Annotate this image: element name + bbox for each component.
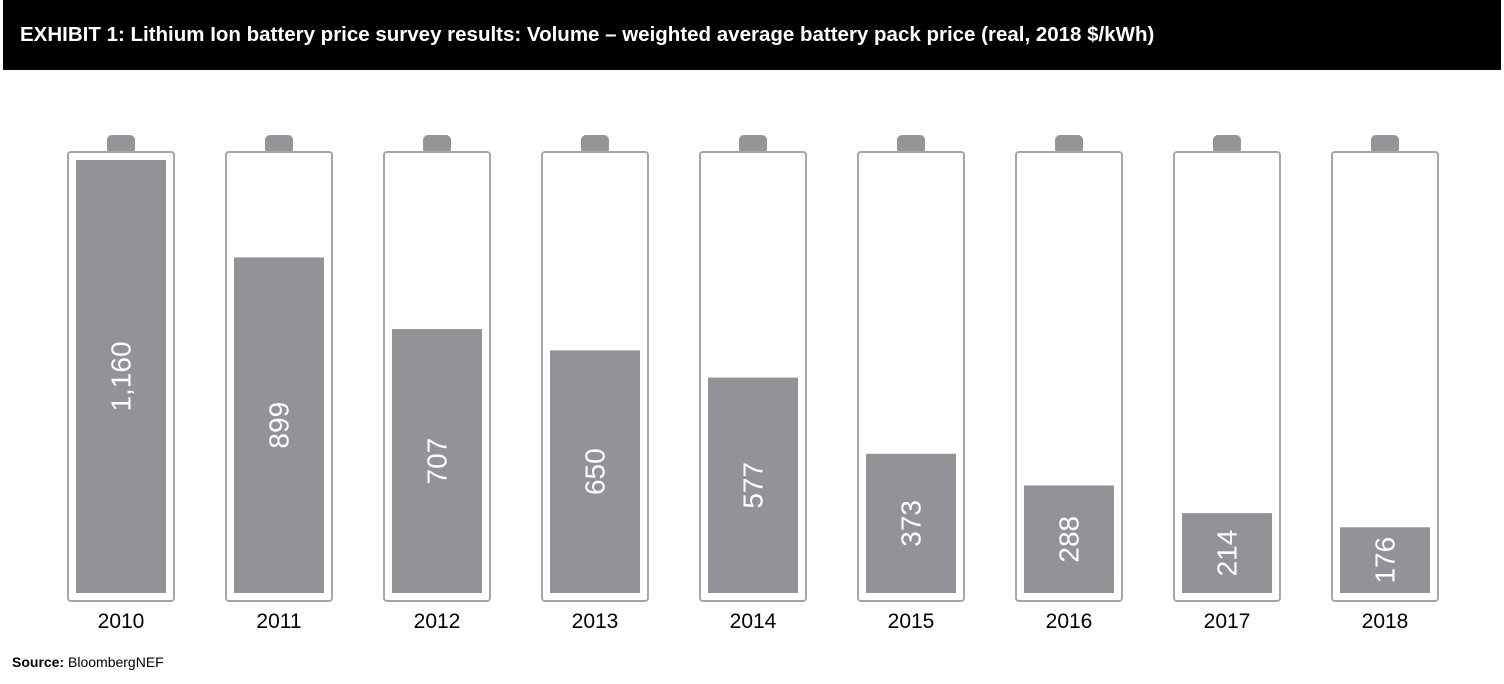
battery-outline-2018 bbox=[1331, 151, 1439, 602]
data-label-2018: 176 bbox=[1370, 537, 1401, 584]
bar-2016 bbox=[1024, 485, 1114, 593]
data-label-2011: 899 bbox=[264, 402, 295, 449]
bar-2017 bbox=[1182, 513, 1272, 593]
battery-terminal-2012 bbox=[423, 135, 451, 154]
source-value: BloombergNEF bbox=[68, 654, 164, 670]
bar-2018 bbox=[1340, 527, 1430, 593]
data-label-2010: 1,160 bbox=[106, 341, 137, 411]
battery-terminal-2013 bbox=[581, 135, 609, 154]
data-label-2016: 288 bbox=[1054, 516, 1085, 563]
tick-label-2017: 2017 bbox=[1204, 610, 1251, 633]
tick-label-2014: 2014 bbox=[730, 610, 777, 633]
bar-2012 bbox=[392, 329, 482, 593]
chart-title: EXHIBIT 1: Lithium Ion battery price sur… bbox=[3, 0, 1501, 70]
tick-label-2012: 2012 bbox=[414, 610, 461, 633]
battery-terminal-2017 bbox=[1213, 135, 1241, 154]
source-label: Source: bbox=[12, 654, 65, 670]
battery-outline-2017 bbox=[1173, 151, 1281, 602]
bar-2013 bbox=[550, 350, 640, 593]
tick-label-2016: 2016 bbox=[1046, 610, 1093, 633]
bar-2015 bbox=[866, 453, 956, 593]
data-label-2017: 214 bbox=[1212, 530, 1243, 577]
data-label-2012: 707 bbox=[422, 438, 453, 485]
battery-terminal-2018 bbox=[1371, 135, 1399, 154]
battery-terminal-2011 bbox=[265, 135, 293, 154]
battery-terminal-2016 bbox=[1055, 135, 1083, 154]
data-label-2013: 650 bbox=[580, 448, 611, 495]
bar-2011 bbox=[234, 257, 324, 593]
tick-label-2018: 2018 bbox=[1362, 610, 1409, 633]
bar-2010 bbox=[76, 160, 166, 593]
source-note: Source: BloombergNEF bbox=[12, 654, 164, 670]
tick-label-2010: 2010 bbox=[98, 610, 145, 633]
tick-label-2015: 2015 bbox=[888, 610, 935, 633]
tick-label-2011: 2011 bbox=[256, 610, 301, 633]
battery-terminal-2015 bbox=[897, 135, 925, 154]
bar-2014 bbox=[708, 377, 798, 593]
battery-terminal-2014 bbox=[739, 135, 767, 154]
tick-label-2013: 2013 bbox=[572, 610, 619, 633]
data-label-2014: 577 bbox=[738, 462, 769, 509]
data-label-2015: 373 bbox=[896, 500, 927, 547]
battery-terminal-2010 bbox=[107, 135, 135, 154]
